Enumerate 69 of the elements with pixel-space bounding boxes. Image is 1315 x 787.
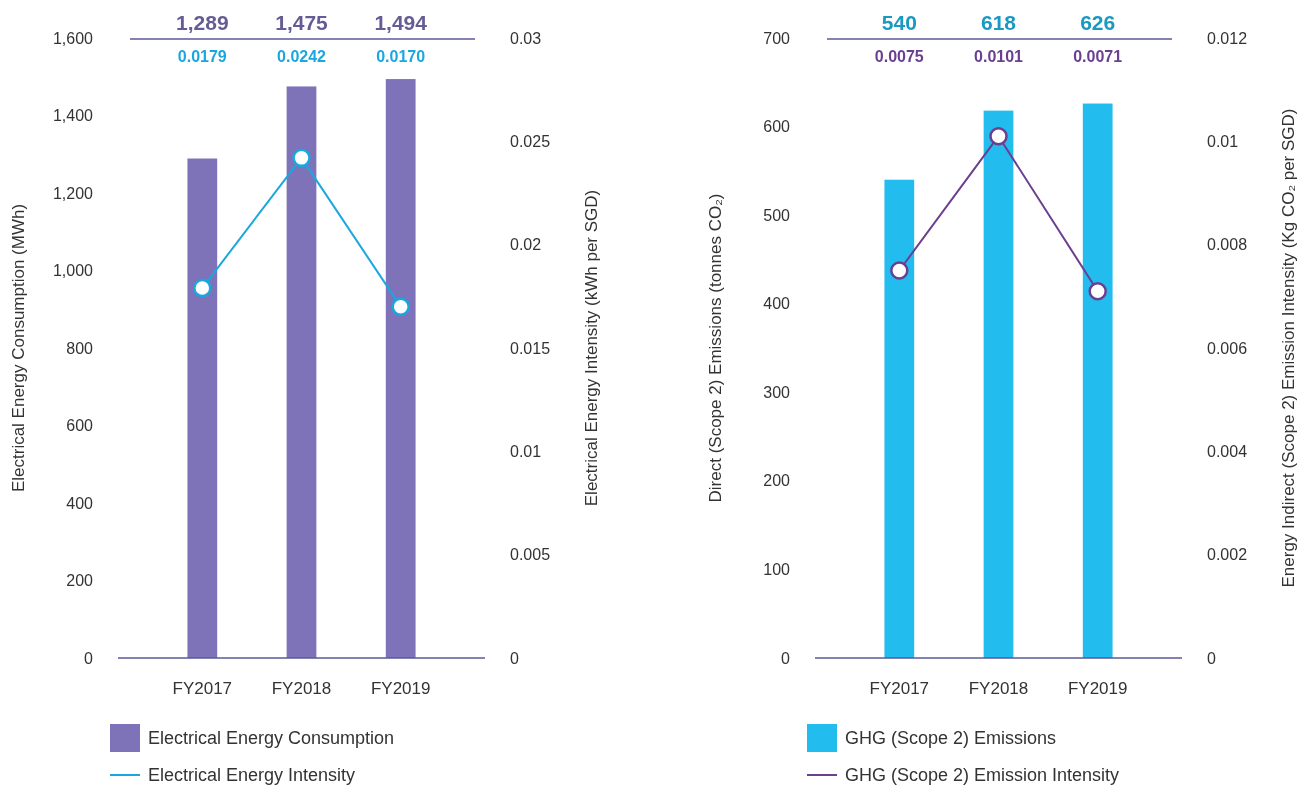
y-tick-label: 600 xyxy=(763,118,791,136)
y2-tick-label: 0.005 xyxy=(510,546,551,564)
y-tick-label: 0 xyxy=(84,649,94,667)
annotation: 0.0170 xyxy=(376,48,426,65)
bar xyxy=(187,158,218,658)
y2-tick-label: 0.01 xyxy=(1207,132,1239,150)
y2-tick-label: 0.012 xyxy=(1207,29,1248,47)
y2-tick-label: 0 xyxy=(510,649,519,667)
x-tick-label: FY2019 xyxy=(1067,679,1128,698)
text: 626 xyxy=(1080,11,1116,34)
y-tick-label: 1,600 xyxy=(52,29,94,47)
annotation: 0.0179 xyxy=(177,48,227,65)
y-tick-label: 300 xyxy=(763,383,791,401)
y-tick-label: 400 xyxy=(763,295,791,313)
annotation: 0.0071 xyxy=(1073,48,1123,65)
bar xyxy=(385,79,416,658)
y2-tick-label: 0.006 xyxy=(1207,339,1248,357)
y-tick-label: 1,400 xyxy=(52,107,94,125)
y2-tick-label: 0.02 xyxy=(510,236,542,254)
point xyxy=(1088,281,1107,301)
y-tick-label: 400 xyxy=(66,494,94,512)
y2-tick-label: 0.03 xyxy=(510,29,542,47)
bar xyxy=(884,179,915,658)
legend-label: GHG (Scope 2) Emission Intensity xyxy=(845,765,1120,786)
bar xyxy=(1082,103,1113,658)
point xyxy=(989,126,1008,146)
y2-axis-title: Electrical Energy Intensity (kWh per SGD) xyxy=(582,189,601,507)
x-tick-label: FY2018 xyxy=(271,679,332,698)
annotation: 0.0075 xyxy=(874,48,924,65)
bar xyxy=(983,110,1014,658)
y-tick-label: 1,200 xyxy=(52,184,94,202)
y-tick-label: 800 xyxy=(66,339,94,357)
y-tick-label: 1,000 xyxy=(52,262,94,280)
annotation: 0.0101 xyxy=(974,48,1024,65)
point xyxy=(292,148,311,168)
x-tick-label: FY2017 xyxy=(869,679,930,698)
y2-tick-label: 0.008 xyxy=(1207,236,1248,254)
y-tick-label: 700 xyxy=(763,29,791,47)
y-axis-title: Electrical Energy Consumption (MWh) xyxy=(9,203,28,493)
text: 1,494 xyxy=(374,11,428,34)
bar xyxy=(286,86,317,658)
y2-axis-title: Energy Indirect (Scope 2) Emission Intensity (Kg CO₂ per SGD) xyxy=(1279,108,1298,588)
y2-tick-label: 0.025 xyxy=(510,132,551,150)
y2-tick-label: 0.002 xyxy=(1207,546,1248,564)
y2-tick-label: 0.01 xyxy=(510,442,542,460)
y-tick-label: 0 xyxy=(781,649,791,667)
y-tick-label: 600 xyxy=(66,417,94,435)
x-tick-label: FY2017 xyxy=(172,679,233,698)
legend-label: Electrical Energy Consumption xyxy=(148,728,395,749)
y2-tick-label: 0.004 xyxy=(1207,442,1248,460)
y-tick-label: 500 xyxy=(763,206,791,224)
y2-tick-label: 0 xyxy=(1207,649,1216,667)
y2-tick-label: 0.015 xyxy=(510,339,551,357)
legend-label: Electrical Energy Intensity xyxy=(148,765,356,786)
y-tick-label: 100 xyxy=(763,561,791,579)
y-tick-label: 200 xyxy=(763,472,791,490)
text: 618 xyxy=(980,11,1017,34)
y-tick-label: 200 xyxy=(66,572,94,590)
legend-label: GHG (Scope 2) Emissions xyxy=(845,728,1057,749)
text: 1,475 xyxy=(275,11,329,34)
x-tick-label: FY2018 xyxy=(968,679,1029,698)
annotation: 0.0242 xyxy=(277,48,327,65)
x-tick-label: FY2019 xyxy=(370,679,431,698)
y-axis-title: Direct (Scope 2) Emissions (tonnes CO₂) xyxy=(706,193,725,503)
point xyxy=(890,261,909,280)
point xyxy=(193,278,212,298)
text: 1,289 xyxy=(176,11,229,34)
point xyxy=(391,297,410,316)
text: 540 xyxy=(881,11,917,34)
